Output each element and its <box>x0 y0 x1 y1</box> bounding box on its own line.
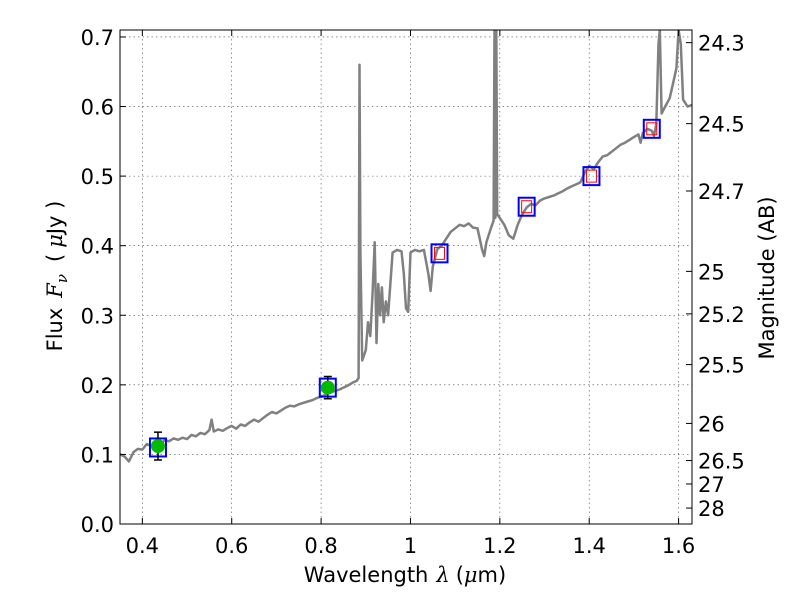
plot-data <box>120 30 692 463</box>
x-tick-label: 0.4 <box>126 534 159 558</box>
model-photometry-square <box>642 118 661 139</box>
detection-point <box>320 380 335 395</box>
y-tick-label: 0.3 <box>81 304 114 328</box>
y-axis-F: F <box>43 282 67 299</box>
y2-axis-title: Magnitude (AB) <box>755 196 779 359</box>
x-axis-units-rest: m) <box>478 563 507 587</box>
model-photometry-square <box>582 166 601 187</box>
x-axis-title-prefix: Wavelength <box>304 563 429 587</box>
y-tick-label: 0.7 <box>81 26 114 50</box>
y-tick-label: 0.6 <box>81 96 114 120</box>
model-fit-square <box>585 169 597 183</box>
y-tick-label: 0.2 <box>81 374 114 398</box>
x-tick-label: 1.6 <box>662 534 695 558</box>
mag-tick-label: 25.2 <box>698 303 745 327</box>
grid <box>120 30 692 525</box>
model-spectrum-line <box>120 30 692 463</box>
model-photometry-square <box>517 196 536 217</box>
y-axis-nu: ν <box>53 274 71 283</box>
model-fit-square <box>434 246 446 260</box>
x-axis-title: Wavelength λ (μm) <box>304 563 506 587</box>
mag-tick-label: 24.3 <box>698 32 745 56</box>
x-tick-label: 0.6 <box>215 534 248 558</box>
mag-tick-label: 25.5 <box>698 354 745 378</box>
mag-tick-label: 26 <box>698 412 725 436</box>
mag-tick-label: 25 <box>698 260 725 284</box>
x-tick-label: 1 <box>404 534 417 558</box>
ticks: 0.4 0.6 0.8 1 1.2 1.4 1.6 0.0 0.1 0.2 0.3 0.4 0.5 0.6… <box>81 26 745 558</box>
mag-tick-label: 26.5 <box>698 450 745 474</box>
x-tick-label: 1.2 <box>483 534 516 558</box>
mag-tick-label: 24.7 <box>698 180 745 204</box>
mag-tick-label: 28 <box>698 497 725 521</box>
y-axis-title-prefix: Flux <box>43 308 67 352</box>
model-fit-square <box>521 200 533 214</box>
y-axis-title: Flux Fν ( μJy ) <box>43 201 71 352</box>
mag-tick-label: 24.5 <box>698 113 745 137</box>
x-axis-units-mu: μ <box>464 563 478 587</box>
x-axis-units-open: ( <box>456 563 464 587</box>
x-tick-label: 0.8 <box>304 534 337 558</box>
detection-point <box>150 439 165 454</box>
y-axis-units-mu: μ <box>43 234 67 248</box>
plot-frame <box>119 29 693 525</box>
model-photometry-square <box>430 243 449 264</box>
y-tick-label: 0.1 <box>81 443 114 467</box>
y-tick-label: 0.4 <box>81 235 114 259</box>
mag-tick-label: 27 <box>698 473 725 497</box>
x-axis-lambda: λ <box>435 563 449 587</box>
y-tick-label: 0.5 <box>81 165 114 189</box>
y-axis-units-open: ( <box>43 254 67 262</box>
y-tick-label: 0.0 <box>81 513 114 537</box>
x-tick-label: 1.4 <box>573 534 606 558</box>
y-axis-units-rest: Jy ) <box>43 201 67 237</box>
model-fit-square <box>646 122 658 136</box>
